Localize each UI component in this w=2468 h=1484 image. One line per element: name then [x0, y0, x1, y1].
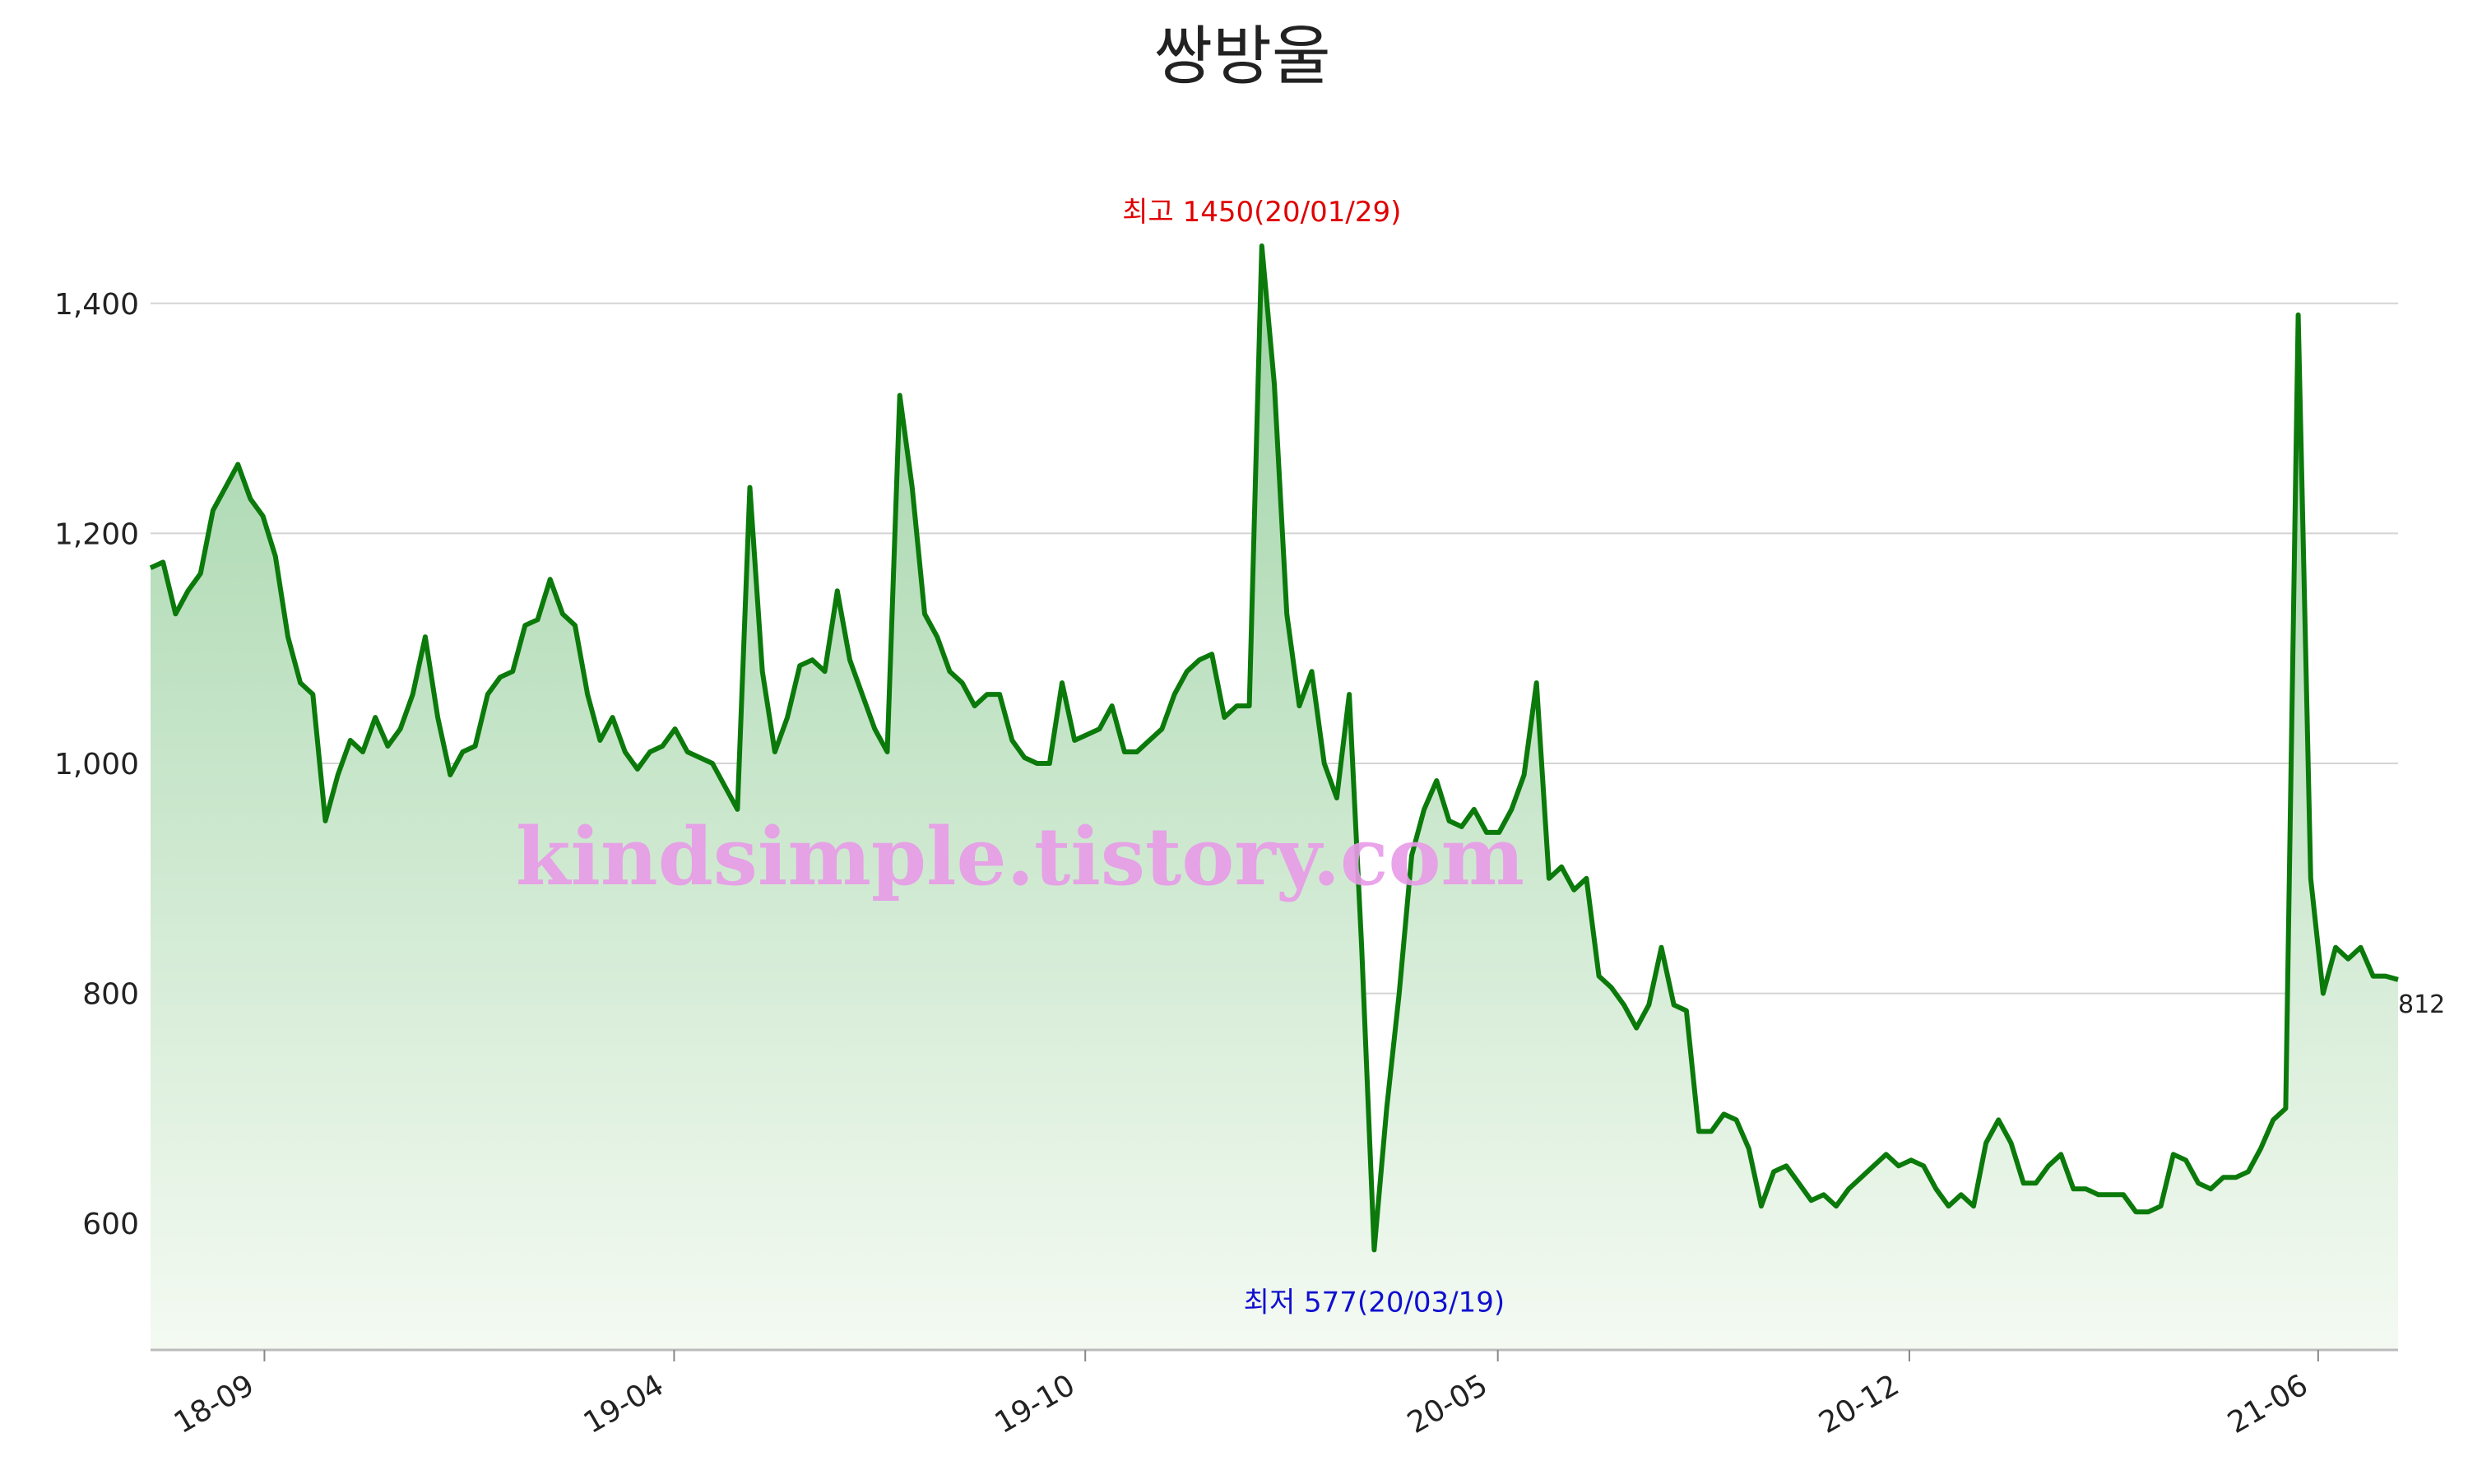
y-tick-label: 1,400 — [54, 288, 139, 322]
chart-title: 쌍방울 — [1153, 20, 1330, 94]
max-annotation: 최고 1450(20/01/29) — [1122, 196, 1401, 229]
y-tick-label: 1,000 — [54, 748, 139, 781]
y-tick-label: 600 — [82, 1208, 139, 1241]
y-tick-label: 1,200 — [54, 517, 139, 551]
price-line — [149, 243, 2399, 1253]
y-tick-label: 800 — [82, 978, 139, 1012]
min-annotation: 최저 577(20/03/19) — [1244, 1286, 1505, 1319]
watermark: kindsimple.tistory.com — [516, 810, 1524, 903]
x-tick-label: 19-04 — [578, 1368, 670, 1440]
x-tick-label: 20-12 — [1813, 1368, 1904, 1440]
x-tick-label: 21-06 — [2222, 1368, 2313, 1440]
x-tick-label: 19-10 — [990, 1368, 1081, 1440]
last-value-label: 812 — [2398, 990, 2445, 1019]
x-tick-label: 20-05 — [1402, 1368, 1493, 1440]
x-tick-label: 18-09 — [169, 1368, 260, 1440]
area — [151, 245, 2398, 1350]
